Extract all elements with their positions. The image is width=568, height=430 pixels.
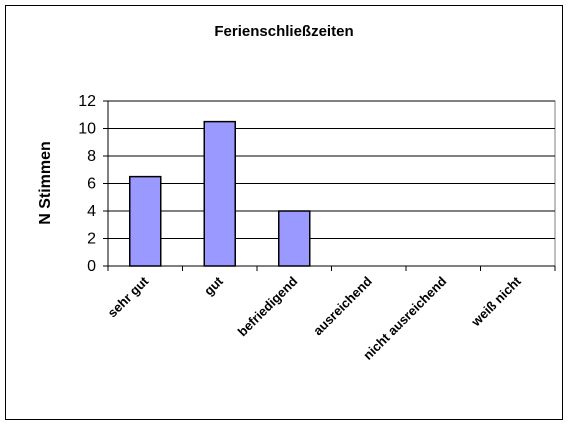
y-tick-label: 2 [87, 231, 96, 248]
y-tick-label: 6 [87, 176, 96, 193]
y-tick-label: 8 [87, 148, 96, 165]
chart-title: Ferienschließzeiten [214, 23, 353, 40]
y-tick-label: 12 [78, 93, 96, 110]
y-tick-label: 4 [87, 203, 96, 220]
y-tick-label: 10 [78, 121, 96, 138]
y-axis-label: N Stimmen [37, 141, 54, 225]
bar [278, 210, 311, 267]
y-tick-label: 0 [87, 258, 96, 275]
bar [129, 175, 162, 267]
bar [203, 120, 236, 267]
